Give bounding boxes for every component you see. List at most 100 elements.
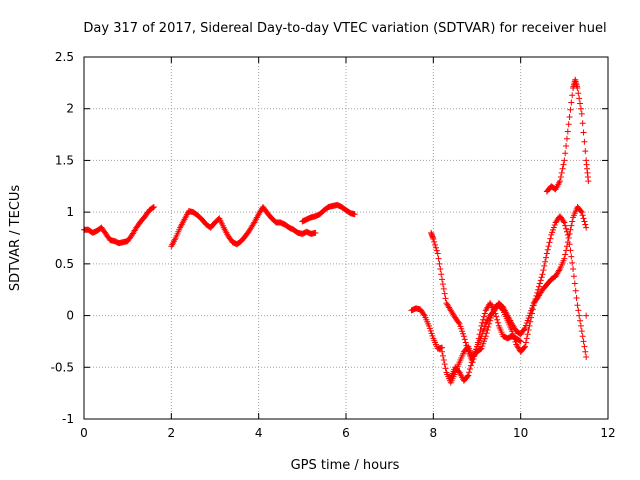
data-point-marker [568,253,575,260]
data-point-marker [312,229,319,236]
data-point-marker [455,319,462,326]
data-point-marker [527,318,534,325]
data-point-marker [439,276,446,283]
data-point-marker [568,99,575,106]
data-point-marker [461,336,468,343]
data-point-marker [439,352,446,359]
data-point-marker [582,348,589,355]
data-point-marker [539,271,546,278]
data-point-marker [579,212,586,219]
data-point-marker [467,365,474,372]
data-point-marker [566,230,573,237]
data-point-marker [577,100,584,107]
y-axis-label: SDTVAR / TECUs [8,185,23,292]
data-points [81,76,592,386]
data-point-marker [437,266,444,273]
data-point-marker [522,343,529,350]
data-point-marker [563,247,570,254]
data-point-marker [149,204,156,211]
data-point-marker [433,247,440,254]
x-tick-label: 12 [600,426,615,440]
data-point-marker [480,313,487,320]
data-point-marker [432,244,439,251]
data-point-marker [563,243,570,250]
data-point-marker [351,211,358,218]
data-point-marker [442,365,449,372]
data-point-marker [578,209,585,216]
data-point-marker [572,287,579,294]
x-axis-label: GPS time / hours [291,458,400,473]
data-point-marker [439,281,446,288]
chart-title: Day 317 of 2017, Sidereal Day-to-day VTE… [83,21,606,36]
data-point-marker [557,173,564,180]
data-point-marker [517,338,524,345]
data-point-marker [564,239,571,246]
data-point-marker [576,312,583,319]
data-point-marker [441,290,448,297]
data-point-marker [579,120,586,127]
data-point-marker [575,90,582,97]
x-tick-label: 8 [430,426,438,440]
data-point-marker [583,353,590,360]
data-point-marker [479,319,486,326]
x-tick-label: 2 [168,426,176,440]
data-point-marker [522,339,529,346]
data-point-marker [465,372,472,379]
data-point-marker [483,330,490,337]
data-point-marker [541,262,548,269]
y-tick-label: 1 [66,205,74,219]
data-point-marker [561,219,568,226]
data-point-marker [568,222,575,229]
data-point-marker [561,255,568,262]
data-point-marker [516,337,523,344]
data-point-marker [464,373,471,380]
data-point-marker [542,254,549,261]
data-point-marker [440,285,447,292]
data-point-marker [480,316,487,323]
data-point-marker [570,273,577,280]
axis-ticks: 0 2 4 6 8 10 12 -1 -0.5 0 0.5 1 1.5 2 2.5 [51,50,616,440]
data-point-marker [581,138,588,145]
data-point-marker [583,224,590,231]
data-point-marker [560,161,567,168]
data-point-marker [544,246,551,253]
data-point-marker [580,129,587,136]
data-point-marker [250,220,257,227]
data-point-marker [431,238,438,245]
data-point-marker [581,218,588,225]
y-tick-label: 2.5 [55,50,74,64]
data-point-marker [567,226,574,233]
data-point-marker [430,236,437,243]
data-point-marker [556,267,563,274]
data-point-marker [524,331,531,338]
data-point-marker [485,323,492,330]
x-tick-label: 6 [342,426,350,440]
data-point-marker [536,283,543,290]
data-point-marker [420,311,427,318]
data-point-marker [577,317,584,324]
data-point-marker [441,361,448,368]
data-point-marker [580,338,587,345]
y-tick-label: 1.5 [55,153,74,167]
data-point-marker [579,333,586,340]
data-point-marker [512,338,519,345]
data-point-marker [438,271,445,278]
data-point-marker [509,330,516,337]
data-point-marker [493,313,500,320]
data-point-marker [494,316,501,323]
data-point-marker [582,148,589,155]
data-point-marker [477,327,484,334]
data-point-marker [547,235,554,242]
x-tick-label: 10 [513,426,528,440]
data-point-marker [150,203,157,210]
data-point-marker [570,266,577,273]
data-point-marker [562,222,569,229]
data-point-marker [574,302,581,309]
data-point-marker [538,274,545,281]
data-point-marker [571,280,578,287]
data-point-marker [481,310,488,317]
data-point-marker [559,165,566,172]
data-point-marker [511,336,518,343]
x-tick-label: 4 [255,426,263,440]
data-point-marker [468,359,475,366]
